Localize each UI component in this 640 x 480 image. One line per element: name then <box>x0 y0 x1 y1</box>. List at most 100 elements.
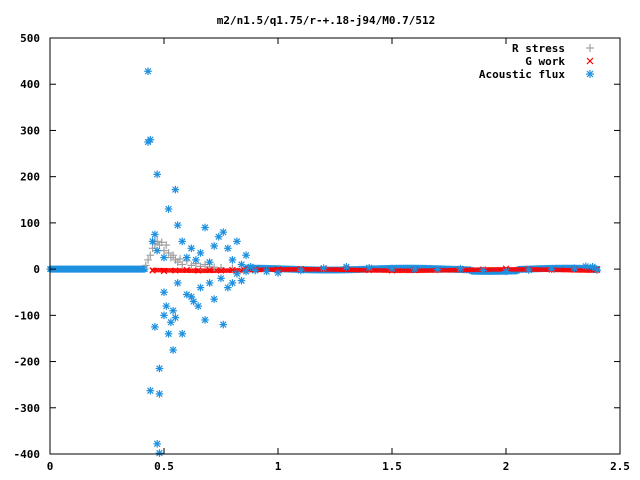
data-point <box>196 283 205 292</box>
series-2 <box>144 67 601 457</box>
data-point <box>319 264 328 272</box>
y-tick-label: 400 <box>20 78 40 91</box>
data-point <box>153 246 161 255</box>
x-tick-label: 0 <box>47 460 54 473</box>
data-point <box>224 244 232 253</box>
y-tick-label: 500 <box>20 32 40 45</box>
y-tick-label: 100 <box>20 217 40 230</box>
data-point <box>187 244 196 253</box>
data-point <box>210 295 218 303</box>
data-point <box>160 253 168 262</box>
data-point <box>155 390 164 398</box>
y-tick-label: 200 <box>20 171 40 184</box>
data-point <box>144 67 152 76</box>
legend-label: R stress <box>512 42 565 55</box>
x-tick-label: 2 <box>503 460 510 473</box>
series-layer <box>46 67 601 457</box>
data-point <box>194 302 202 310</box>
series-0 <box>141 237 248 273</box>
data-point <box>502 267 510 276</box>
data-point <box>586 57 594 65</box>
data-point <box>586 44 594 52</box>
y-tick-label: -100 <box>14 309 41 322</box>
data-point <box>146 386 155 395</box>
data-point <box>297 266 305 275</box>
data-point <box>151 230 159 239</box>
data-point <box>237 260 246 269</box>
data-point <box>217 274 225 283</box>
data-point <box>411 265 419 273</box>
data-point <box>183 266 191 274</box>
legend-label: Acoustic flux <box>479 68 565 81</box>
data-point <box>262 267 271 276</box>
data-point <box>169 251 177 260</box>
data-point <box>160 267 168 275</box>
data-point <box>588 263 597 271</box>
data-point <box>205 258 214 266</box>
data-point <box>178 260 187 269</box>
data-point <box>164 205 173 213</box>
data-point <box>141 261 150 270</box>
x-tick-label: 1.5 <box>382 460 402 473</box>
data-point <box>547 265 556 273</box>
data-point <box>233 269 241 278</box>
data-point <box>183 253 191 262</box>
data-point <box>206 266 213 274</box>
data-point <box>169 306 177 315</box>
data-point <box>228 256 237 264</box>
x-tick-label: 0.5 <box>154 460 174 473</box>
data-point <box>582 262 590 271</box>
data-point <box>219 320 228 329</box>
data-point <box>194 267 202 274</box>
data-point <box>155 364 164 373</box>
plot-frame <box>49 37 621 455</box>
data-point <box>172 267 179 274</box>
data-point <box>192 256 200 264</box>
y-tick-label: -300 <box>14 402 41 415</box>
data-point <box>178 237 187 246</box>
data-point <box>196 249 205 257</box>
data-point <box>228 279 237 287</box>
y-tick-label: -200 <box>14 356 41 369</box>
chart-title: m2/n1.5/q1.75/r-+.18-j94/M0.7/512 <box>217 14 436 27</box>
x-tick-label: 2.5 <box>610 460 630 473</box>
axis-ticks: 0 0.5 1 1.5 2 2.5 500 400 300 200 100 0 -100 -200 -300… <box>14 32 630 473</box>
data-point <box>229 266 236 274</box>
data-point <box>201 316 209 324</box>
data-point <box>479 266 487 275</box>
data-point <box>237 276 246 285</box>
data-point <box>141 265 149 273</box>
data-point <box>525 266 533 274</box>
data-point <box>586 70 594 78</box>
data-point <box>246 263 255 271</box>
data-point <box>176 255 184 263</box>
data-point <box>160 288 168 297</box>
data-point <box>365 263 373 272</box>
data-point <box>153 440 161 448</box>
data-point <box>433 265 442 274</box>
data-point <box>144 256 152 264</box>
data-point <box>201 223 209 232</box>
data-point <box>146 251 155 260</box>
legend-label: G work <box>525 55 565 68</box>
data-point <box>178 330 187 338</box>
x-tick-label: 1 <box>275 460 282 473</box>
data-point <box>593 266 601 274</box>
data-point <box>205 279 214 287</box>
data-point <box>169 346 177 354</box>
data-point <box>171 185 180 194</box>
data-point <box>164 249 173 257</box>
data-point <box>151 323 159 331</box>
data-point <box>242 251 250 260</box>
y-tick-label: 0 <box>33 263 40 276</box>
data-point <box>160 311 168 320</box>
data-point <box>171 313 180 322</box>
data-point <box>153 170 161 179</box>
data-point <box>251 266 259 275</box>
data-point <box>148 237 157 246</box>
data-point <box>149 267 156 274</box>
data-point <box>164 330 173 338</box>
data-point <box>173 279 182 287</box>
